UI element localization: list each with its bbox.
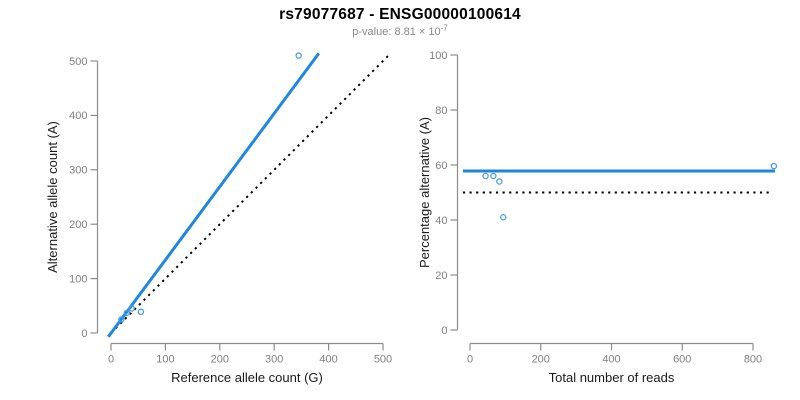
figure-subtitle: p-value: 8.81 × 10-7 — [0, 23, 800, 38]
x-axis-title: Reference allele count (G) — [171, 370, 323, 385]
figure-title: rs79077687 - ENSG00000100614 — [279, 6, 521, 23]
x-tick-label: 100 — [156, 354, 174, 366]
y-tick-label: 0 — [81, 328, 87, 340]
y-tick-label: 20 — [435, 270, 447, 282]
y-tick-label: 0 — [441, 325, 447, 337]
x-tick-label: 400 — [602, 354, 620, 366]
y-tick-label: 200 — [69, 219, 87, 231]
data-point — [118, 316, 125, 323]
right-plot: 0 20 40 60 80 100 0 200 400 600 800 Total number of… — [417, 50, 778, 385]
x-tick-label: 300 — [265, 354, 283, 366]
subtitle-text: p-value: 8.81 × 10 — [352, 26, 441, 38]
x-tick-label: 0 — [467, 354, 473, 366]
y-tick-label: 100 — [69, 273, 87, 285]
data-point — [496, 178, 503, 185]
y-tick-label: 40 — [435, 215, 447, 227]
y-tick-label: 100 — [429, 50, 447, 62]
fit-line — [107, 52, 321, 338]
left-plot: 0 100 200 300 400 500 0 100 200 300 400 500 Referenc… — [45, 52, 392, 385]
y-tick-label: 80 — [435, 105, 447, 117]
x-tick-label: 800 — [744, 354, 762, 366]
y-axis-title: Alternative allele count (A) — [45, 121, 60, 273]
data-point — [123, 309, 131, 317]
x-tick-label: 600 — [673, 354, 691, 366]
data-point — [770, 162, 778, 170]
data-point — [137, 308, 145, 316]
x-tick-label: 200 — [532, 354, 550, 366]
y-axis-title: Percentage alternative (A) — [417, 117, 432, 268]
data-point — [490, 172, 497, 180]
data-point — [500, 213, 507, 221]
y-tick-label: 60 — [435, 160, 447, 172]
data-point — [128, 305, 135, 312]
x-tick-label: 200 — [211, 354, 229, 366]
x-tick-label: 400 — [319, 354, 337, 366]
y-tick-label: 400 — [69, 110, 87, 122]
x-tick-label: 500 — [374, 354, 392, 366]
y-tick-label: 300 — [69, 165, 87, 177]
data-point — [482, 172, 489, 180]
x-axis-title: Total number of reads — [549, 370, 675, 385]
subtitle-exponent: -7 — [440, 23, 448, 33]
x-tick-label: 0 — [108, 354, 114, 366]
data-point — [295, 52, 302, 59]
identity-line — [110, 53, 391, 334]
y-tick-label: 500 — [69, 56, 87, 68]
